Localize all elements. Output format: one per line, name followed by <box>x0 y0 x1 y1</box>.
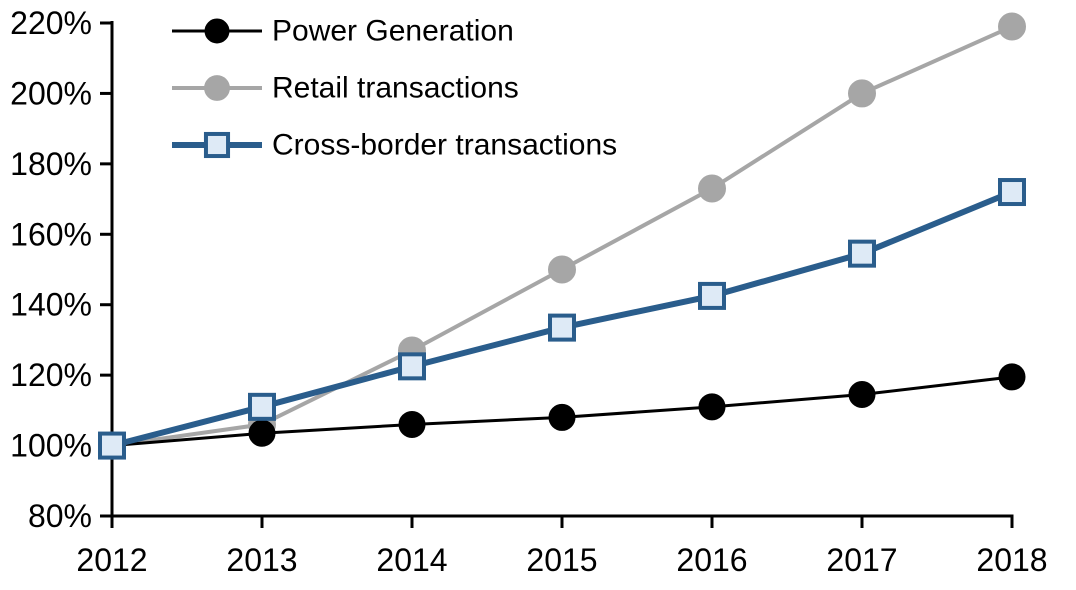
data-point-square <box>203 131 231 159</box>
legend-item: Power Generation <box>172 15 514 48</box>
x-tick-label: 2016 <box>676 542 747 578</box>
x-tick-label: 2014 <box>376 542 447 578</box>
legend-label: Power Generation <box>272 15 514 48</box>
legend-item: Cross-border transactions <box>172 129 617 162</box>
data-point-circle <box>204 18 230 44</box>
axes: 80% 100% 120% 140% 160% 180% 200% 220% 2012 2013 2… <box>10 5 1047 578</box>
data-point-circle <box>848 79 876 108</box>
x-tick-label: 2017 <box>826 542 897 578</box>
data-point-square <box>248 392 276 421</box>
legend-item: Retail transactions <box>172 72 519 105</box>
data-point-square <box>998 178 1026 207</box>
data-point-square <box>98 431 126 460</box>
y-tick-label: 140% <box>10 287 92 323</box>
y-tick-label: 80% <box>28 498 92 534</box>
data-point-circle <box>698 174 726 203</box>
y-tick-label: 200% <box>10 75 92 111</box>
data-point-circle <box>248 419 276 447</box>
legend: Power Generation Retail transactions Cross… <box>172 15 617 162</box>
x-tick-label: 2013 <box>226 542 297 578</box>
x-tick-label: 2018 <box>976 542 1047 578</box>
y-tick-label: 160% <box>10 216 92 252</box>
y-tick-label: 100% <box>10 428 92 464</box>
data-point-square <box>548 313 576 342</box>
data-point-circle <box>548 403 576 431</box>
legend-label: Cross-border transactions <box>272 129 617 162</box>
data-point-square <box>848 239 876 268</box>
y-tick-label: 180% <box>10 146 92 182</box>
x-tick-label: 2015 <box>526 542 597 578</box>
data-point-circle <box>998 12 1026 41</box>
x-tick-label: 2012 <box>76 542 147 578</box>
data-point-circle <box>998 363 1026 391</box>
data-point-circle <box>698 393 726 421</box>
data-point-square <box>398 352 426 381</box>
y-tick-label: 220% <box>10 5 92 41</box>
data-point-square <box>698 281 726 310</box>
data-point-circle <box>398 410 426 438</box>
series-cross-border-transactions <box>98 178 1026 460</box>
y-tick-label: 120% <box>10 357 92 393</box>
data-point-circle <box>204 75 230 101</box>
data-point-circle <box>548 255 576 284</box>
data-point-circle <box>848 381 876 409</box>
legend-label: Retail transactions <box>272 72 519 105</box>
